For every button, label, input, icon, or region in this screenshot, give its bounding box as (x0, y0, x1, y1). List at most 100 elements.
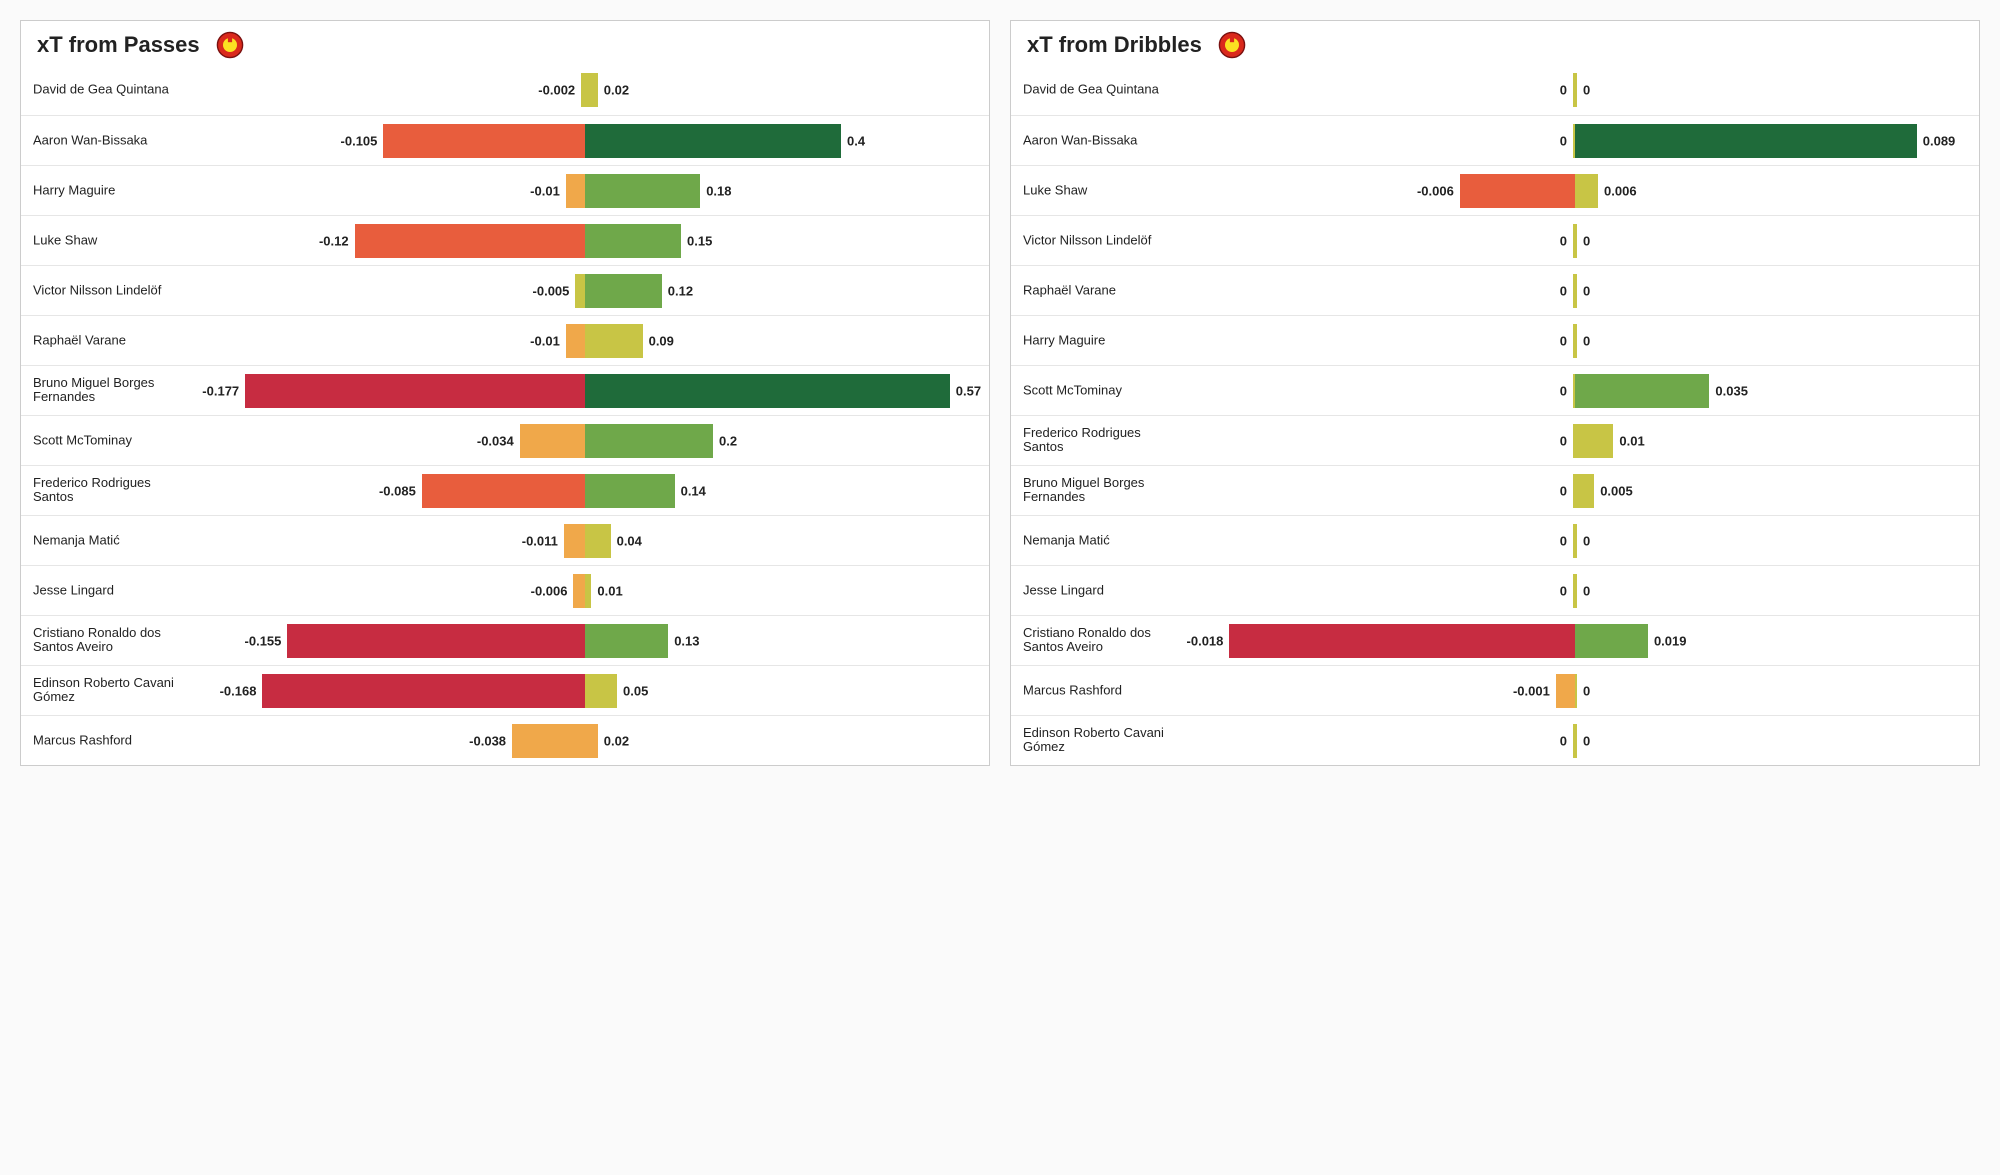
bar-positive (1575, 474, 1594, 508)
player-row: Marcus Rashford -0.038 0.02 (21, 715, 989, 765)
value-label-negative: -0.038 (469, 733, 506, 748)
bar-area: -0.010.09 (201, 316, 969, 365)
value-label-positive: 0.05 (623, 683, 648, 698)
bar-area: 00 (1191, 266, 1959, 315)
player-name-label: Victor Nilsson Lindelöf (33, 283, 161, 298)
panel-rows: David de Gea Quintana00Aaron Wan-Bissaka… (1011, 65, 1979, 765)
value-label-positive: 0.57 (956, 383, 981, 398)
bar-positive (1575, 324, 1577, 358)
player-name-label: Edinson Roberto Cavani Gómez (33, 676, 183, 706)
player-name-label: Raphaël Varane (1023, 283, 1116, 298)
value-label-positive: 0.09 (649, 333, 674, 348)
bar-area: -0.038 0.02 (201, 716, 969, 765)
player-name-label: Nemanja Matić (1023, 533, 1110, 548)
bar-negative (245, 374, 585, 408)
value-label-positive: 0.4 (847, 133, 865, 148)
bar-positive (1575, 274, 1577, 308)
bar-area: -0.120.15 (201, 216, 969, 265)
bar-area: 0 0.035 (1191, 366, 1959, 415)
player-row: Luke Shaw -0.0060.006 (1011, 165, 1979, 215)
value-label-positive: 0.02 (604, 733, 629, 748)
bar-area: 0 0.089 (1191, 116, 1959, 165)
dashboard: xT from Passes David de Gea Quintana-0.0… (20, 20, 1980, 766)
value-label-positive: 0.02 (604, 83, 629, 98)
player-row: Harry Maguire 00 (1011, 315, 1979, 365)
club-badge-icon (216, 31, 244, 59)
bar-positive (585, 174, 700, 208)
bar-negative (520, 424, 585, 458)
player-row: Victor Nilsson Lindelöf-0.0050.12 (21, 265, 989, 315)
bar-positive (585, 724, 598, 758)
player-row: Nemanja Matić 0 0 (1011, 515, 1979, 565)
player-row: Scott McTominay00.035 (1011, 365, 1979, 415)
player-name-label: Aaron Wan-Bissaka (1023, 133, 1137, 148)
bar-positive (585, 324, 643, 358)
player-name-label: Aaron Wan-Bissaka (33, 133, 147, 148)
player-name-label: Cristiano Ronaldo dos Santos Aveiro (1023, 626, 1173, 656)
bar-positive (1575, 73, 1577, 107)
bar-negative (287, 624, 585, 658)
value-label-negative: -0.006 (531, 583, 568, 598)
player-name-label: Scott McTominay (33, 433, 132, 448)
value-label-negative: 0 (1560, 133, 1567, 148)
value-label-negative: -0.011 (522, 533, 558, 548)
bar-area: -0.010.18 (201, 166, 969, 215)
player-name-label: Harry Maguire (1023, 333, 1105, 348)
value-label-positive: 0 (1583, 583, 1590, 598)
bar-positive (585, 124, 841, 158)
player-row: Raphaël Varane -0.010.09 (21, 315, 989, 365)
value-label-positive: 0.2 (719, 433, 737, 448)
value-label-negative: 0 (1560, 383, 1567, 398)
value-label-positive: 0.089 (1923, 133, 1956, 148)
value-label-positive: 0 (1583, 83, 1590, 98)
bar-negative (566, 324, 585, 358)
player-name-label: Raphaël Varane (33, 333, 126, 348)
club-badge-icon (1218, 31, 1246, 59)
value-label-positive: 0.12 (668, 283, 693, 298)
bar-negative (573, 574, 585, 608)
bar-positive (585, 674, 617, 708)
player-row: Harry Maguire-0.010.18 (21, 165, 989, 215)
player-name-label: Bruno Miguel Borges Fernandes (1023, 476, 1173, 506)
bar-positive (1575, 374, 1709, 408)
bar-area: 00 (1191, 566, 1959, 615)
bar-negative (1460, 174, 1575, 208)
value-label-negative: -0.155 (245, 633, 282, 648)
bar-area: 00 (1191, 65, 1959, 115)
value-label-positive: 0.01 (597, 583, 622, 598)
bar-area: 00 (1191, 316, 1959, 365)
value-label-negative: -0.034 (477, 433, 514, 448)
value-label-positive: 0 (1583, 233, 1590, 248)
bar-positive (585, 574, 591, 608)
value-label-positive: 0.04 (617, 533, 642, 548)
bar-area: -0.006 0.01 (201, 566, 969, 615)
value-label-negative: -0.105 (341, 133, 378, 148)
player-name-label: Luke Shaw (1023, 183, 1087, 198)
value-label-negative: -0.01 (530, 183, 560, 198)
bar-positive (585, 474, 675, 508)
value-label-positive: 0 (1583, 333, 1590, 348)
bar-positive (1575, 674, 1577, 708)
bar-area: -0.0850.14 (201, 466, 969, 515)
bar-area: 00.005 (1191, 466, 1959, 515)
bar-positive (585, 274, 662, 308)
value-label-negative: 0 (1560, 583, 1567, 598)
player-name-label: Luke Shaw (33, 233, 97, 248)
bar-area: 00 (1191, 216, 1959, 265)
value-label-positive: 0 (1583, 533, 1590, 548)
value-label-negative: 0 (1560, 533, 1567, 548)
bar-area: -0.011 0.04 (201, 516, 969, 565)
player-name-label: Frederico Rodrigues Santos (1023, 426, 1173, 456)
bar-positive (1575, 724, 1577, 758)
bar-positive (585, 374, 950, 408)
player-row: Cristiano Ronaldo dos Santos Aveiro-0.01… (1011, 615, 1979, 665)
bar-area: -0.0060.006 (1191, 166, 1959, 215)
player-name-label: Edinson Roberto Cavani Gómez (1023, 726, 1173, 756)
bar-area: -0.0020.02 (201, 65, 969, 115)
player-name-label: Marcus Rashford (33, 733, 132, 748)
value-label-positive: 0.035 (1715, 383, 1748, 398)
value-label-positive: 0 (1583, 683, 1590, 698)
value-label-negative: -0.001 (1513, 683, 1550, 698)
player-row: Victor Nilsson Lindelöf00 (1011, 215, 1979, 265)
bar-negative (566, 174, 585, 208)
